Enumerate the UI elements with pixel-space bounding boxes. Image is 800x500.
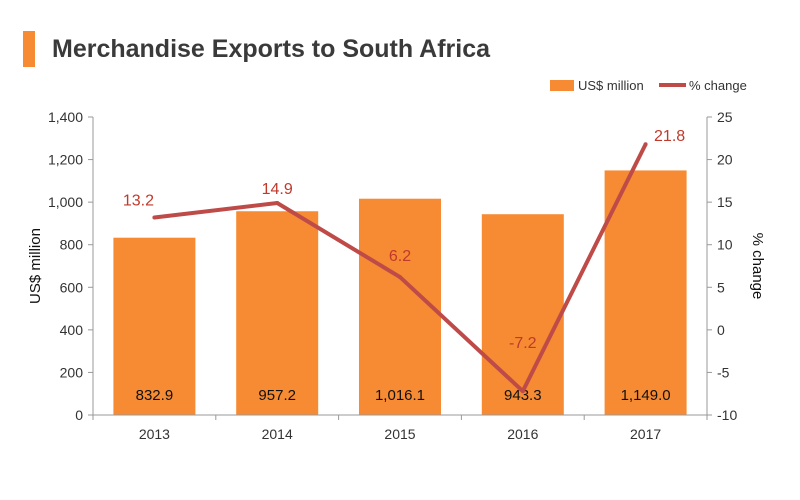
bar-2016 bbox=[481, 214, 564, 415]
left-tick-label: 600 bbox=[60, 279, 84, 295]
right-tick-label: 5 bbox=[717, 279, 725, 295]
right-axis-title: % change bbox=[749, 233, 766, 300]
bar-2017 bbox=[604, 170, 687, 415]
left-tick-label: 1,400 bbox=[48, 109, 83, 125]
bar-label-2015: 1,016.1 bbox=[375, 387, 425, 404]
x-tick-label: 2016 bbox=[507, 426, 538, 442]
bar-label-2017: 1,149.0 bbox=[621, 387, 671, 404]
left-tick-label: 200 bbox=[60, 364, 84, 380]
legend-line-label: % change bbox=[689, 78, 747, 93]
line-point-2017 bbox=[643, 142, 648, 147]
bar-label-2016: 943.3 bbox=[504, 387, 542, 404]
bar-label-2013: 832.9 bbox=[136, 387, 174, 404]
right-tick-label: 0 bbox=[717, 322, 725, 338]
left-axis-title: US$ million bbox=[27, 228, 44, 304]
line-label-2013: 13.2 bbox=[123, 192, 154, 209]
bar-2015 bbox=[359, 198, 441, 415]
line-point-2015 bbox=[398, 275, 402, 280]
bar-2014 bbox=[236, 211, 319, 415]
left-tick-label: 1,000 bbox=[48, 194, 83, 210]
bar-2013 bbox=[113, 237, 196, 415]
line-label-2016: -7.2 bbox=[509, 335, 537, 352]
right-tick-label: 25 bbox=[717, 109, 733, 125]
legend-bar-swatch bbox=[550, 80, 574, 91]
x-tick-label: 2015 bbox=[384, 426, 415, 442]
right-tick-label: 20 bbox=[717, 152, 733, 168]
chart-title: Merchandise Exports to South Africa bbox=[52, 35, 491, 63]
left-tick-label: 800 bbox=[60, 237, 84, 253]
left-tick-label: 1,200 bbox=[48, 152, 83, 168]
right-tick-label: 10 bbox=[717, 237, 733, 253]
x-tick-label: 2017 bbox=[630, 426, 661, 442]
right-tick-label: -10 bbox=[717, 407, 737, 423]
right-tick-label: 15 bbox=[717, 194, 733, 210]
left-tick-label: 400 bbox=[60, 322, 84, 338]
x-tick-label: 2014 bbox=[262, 426, 293, 442]
line-label-2014: 14.9 bbox=[262, 181, 293, 198]
x-tick-label: 2013 bbox=[139, 426, 170, 442]
bar-label-2014: 957.2 bbox=[258, 387, 296, 404]
line-label-2017: 21.8 bbox=[654, 128, 685, 145]
line-point-2013 bbox=[152, 215, 157, 220]
title-accent-bar bbox=[23, 31, 35, 67]
legend-bar-label: US$ million bbox=[578, 78, 644, 93]
right-tick-label: -5 bbox=[717, 364, 730, 380]
line-point-2014 bbox=[275, 200, 280, 205]
left-tick-label: 0 bbox=[75, 407, 83, 423]
line-point-2016 bbox=[520, 389, 525, 394]
line-label-2015: 6.2 bbox=[389, 248, 411, 265]
